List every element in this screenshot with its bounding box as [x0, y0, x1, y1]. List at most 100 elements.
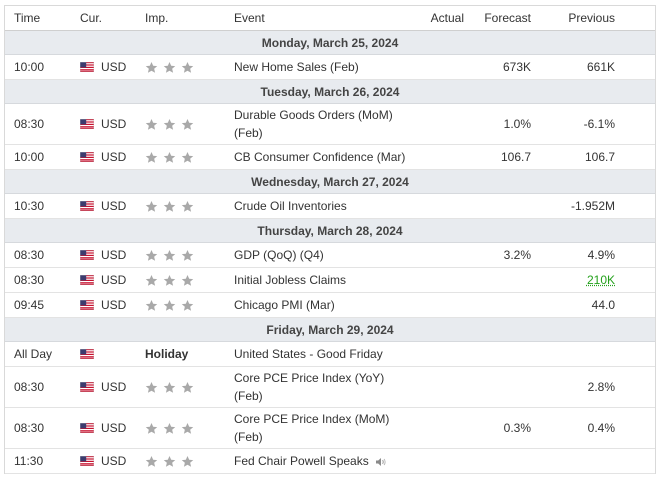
- event-row[interactable]: 08:30 USD GDP (QoQ) (Q4) 3.2% 4.9%: [5, 243, 655, 268]
- currency-code: USD: [101, 298, 127, 312]
- event-previous: 2.8%: [587, 380, 615, 394]
- speaker-icon[interactable]: [375, 457, 387, 467]
- previous-revised-value[interactable]: 210K: [586, 273, 615, 287]
- column-header-currency[interactable]: Cur.: [80, 11, 103, 25]
- event-currency: USD: [80, 150, 126, 164]
- event-forecast: 673K: [502, 60, 531, 74]
- event-row[interactable]: 08:30 USD Core PCE Price Index (YoY) (Feb…: [5, 367, 655, 408]
- event-name-line: (Feb): [234, 126, 263, 140]
- event-row[interactable]: 10:00 USD CB Consumer Confidence (Mar) 1…: [5, 145, 655, 170]
- event-currency: USD: [80, 60, 126, 74]
- currency-code: USD: [101, 60, 127, 74]
- importance-stars: [145, 151, 194, 164]
- us-flag-icon: [80, 300, 94, 310]
- us-flag-icon: [80, 349, 94, 359]
- star-icon: [163, 61, 176, 74]
- holiday-row[interactable]: All Day Holiday United States - Good Fri…: [5, 342, 655, 367]
- column-header-forecast[interactable]: Forecast: [484, 11, 531, 25]
- event-name[interactable]: Initial Jobless Claims: [234, 273, 347, 287]
- event-name-text: Fed Chair Powell Speaks: [234, 454, 369, 468]
- event-row[interactable]: 10:00 USD New Home Sales (Feb) 673K 661K: [5, 55, 655, 80]
- importance-stars: [145, 274, 194, 287]
- importance-stars: [145, 249, 194, 262]
- currency-code: USD: [101, 273, 127, 287]
- event-currency: USD: [80, 380, 126, 394]
- event-currency: USD: [80, 199, 126, 213]
- currency-code: USD: [101, 454, 127, 468]
- star-icon: [181, 200, 194, 213]
- star-icon: [181, 422, 194, 435]
- column-header-time[interactable]: Time: [14, 11, 41, 25]
- event-name[interactable]: New Home Sales (Feb): [234, 60, 359, 74]
- us-flag-icon: [80, 62, 94, 72]
- star-icon: [145, 249, 158, 262]
- event-name-line: Core PCE Price Index (YoY): [234, 371, 385, 385]
- star-icon: [145, 299, 158, 312]
- event-name[interactable]: United States - Good Friday: [234, 347, 383, 361]
- star-icon: [181, 151, 194, 164]
- day-header: Tuesday, March 26, 2024: [5, 80, 655, 104]
- column-header-previous[interactable]: Previous: [568, 11, 615, 25]
- day-header: Thursday, March 28, 2024: [5, 219, 655, 243]
- star-icon: [145, 455, 158, 468]
- event-currency: USD: [80, 248, 126, 262]
- event-name[interactable]: GDP (QoQ) (Q4): [234, 248, 324, 262]
- star-icon: [181, 299, 194, 312]
- star-icon: [145, 274, 158, 287]
- event-currency: [80, 349, 94, 359]
- importance-stars: [145, 381, 194, 394]
- event-row[interactable]: 08:30 USD Core PCE Price Index (MoM) (Feb…: [5, 408, 655, 449]
- importance-stars: [145, 455, 194, 468]
- star-icon: [163, 381, 176, 394]
- event-name-line: Durable Goods Orders (MoM): [234, 108, 393, 122]
- currency-code: USD: [101, 421, 127, 435]
- column-header-actual[interactable]: Actual: [430, 11, 464, 25]
- star-icon: [181, 455, 194, 468]
- event-currency: USD: [80, 298, 126, 312]
- event-forecast: 1.0%: [503, 117, 531, 131]
- table-header: Time Cur. Imp. Event Actual Forecast Pre…: [5, 6, 655, 31]
- holiday-label: Holiday: [145, 347, 189, 361]
- event-row[interactable]: 09:45 USD Chicago PMI (Mar) 44.0: [5, 293, 655, 318]
- star-icon: [163, 249, 176, 262]
- event-forecast: 0.3%: [503, 421, 531, 435]
- event-name[interactable]: CB Consumer Confidence (Mar): [234, 150, 406, 164]
- column-header-importance[interactable]: Imp.: [145, 11, 169, 25]
- us-flag-icon: [80, 250, 94, 260]
- event-previous: -1.952M: [570, 199, 615, 213]
- day-header: Monday, March 25, 2024: [5, 31, 655, 55]
- event-forecast: 3.2%: [503, 248, 531, 262]
- event-name-line: Core PCE Price Index (MoM): [234, 412, 390, 426]
- currency-code: USD: [101, 150, 127, 164]
- event-previous[interactable]: 210K: [532, 273, 615, 287]
- event-name-line: (Feb): [234, 389, 263, 403]
- event-name[interactable]: Chicago PMI (Mar): [234, 298, 335, 312]
- importance-stars: [145, 118, 194, 131]
- event-name[interactable]: Core PCE Price Index (MoM) (Feb): [234, 410, 389, 446]
- event-previous: 106.7: [584, 150, 615, 164]
- currency-code: USD: [101, 380, 127, 394]
- us-flag-icon: [80, 201, 94, 211]
- event-time: 10:00: [14, 60, 45, 74]
- event-name[interactable]: Fed Chair Powell Speaks: [234, 452, 387, 470]
- event-name[interactable]: Core PCE Price Index (YoY) (Feb): [234, 369, 384, 405]
- event-previous: 661K: [586, 60, 615, 74]
- column-header-event[interactable]: Event: [234, 11, 265, 25]
- event-previous: 0.4%: [587, 421, 615, 435]
- currency-code: USD: [101, 248, 127, 262]
- star-icon: [181, 61, 194, 74]
- event-name[interactable]: Durable Goods Orders (MoM) (Feb): [234, 106, 393, 142]
- event-time: 09:45: [14, 298, 45, 312]
- event-previous: 4.9%: [587, 248, 615, 262]
- us-flag-icon: [80, 119, 94, 129]
- star-icon: [163, 299, 176, 312]
- event-name[interactable]: Crude Oil Inventories: [234, 199, 347, 213]
- event-row[interactable]: 10:30 USD Crude Oil Inventories -1.952M: [5, 194, 655, 219]
- event-row[interactable]: 08:30 USD Initial Jobless Claims 210K: [5, 268, 655, 293]
- event-previous: 44.0: [591, 298, 615, 312]
- event-row[interactable]: 08:30 USD Durable Goods Orders (MoM) (Feb…: [5, 104, 655, 145]
- event-row[interactable]: 11:30 USD Fed Chair Powell Speaks: [5, 449, 655, 474]
- star-icon: [163, 422, 176, 435]
- event-time: 11:30: [14, 454, 44, 468]
- event-currency: USD: [80, 454, 126, 468]
